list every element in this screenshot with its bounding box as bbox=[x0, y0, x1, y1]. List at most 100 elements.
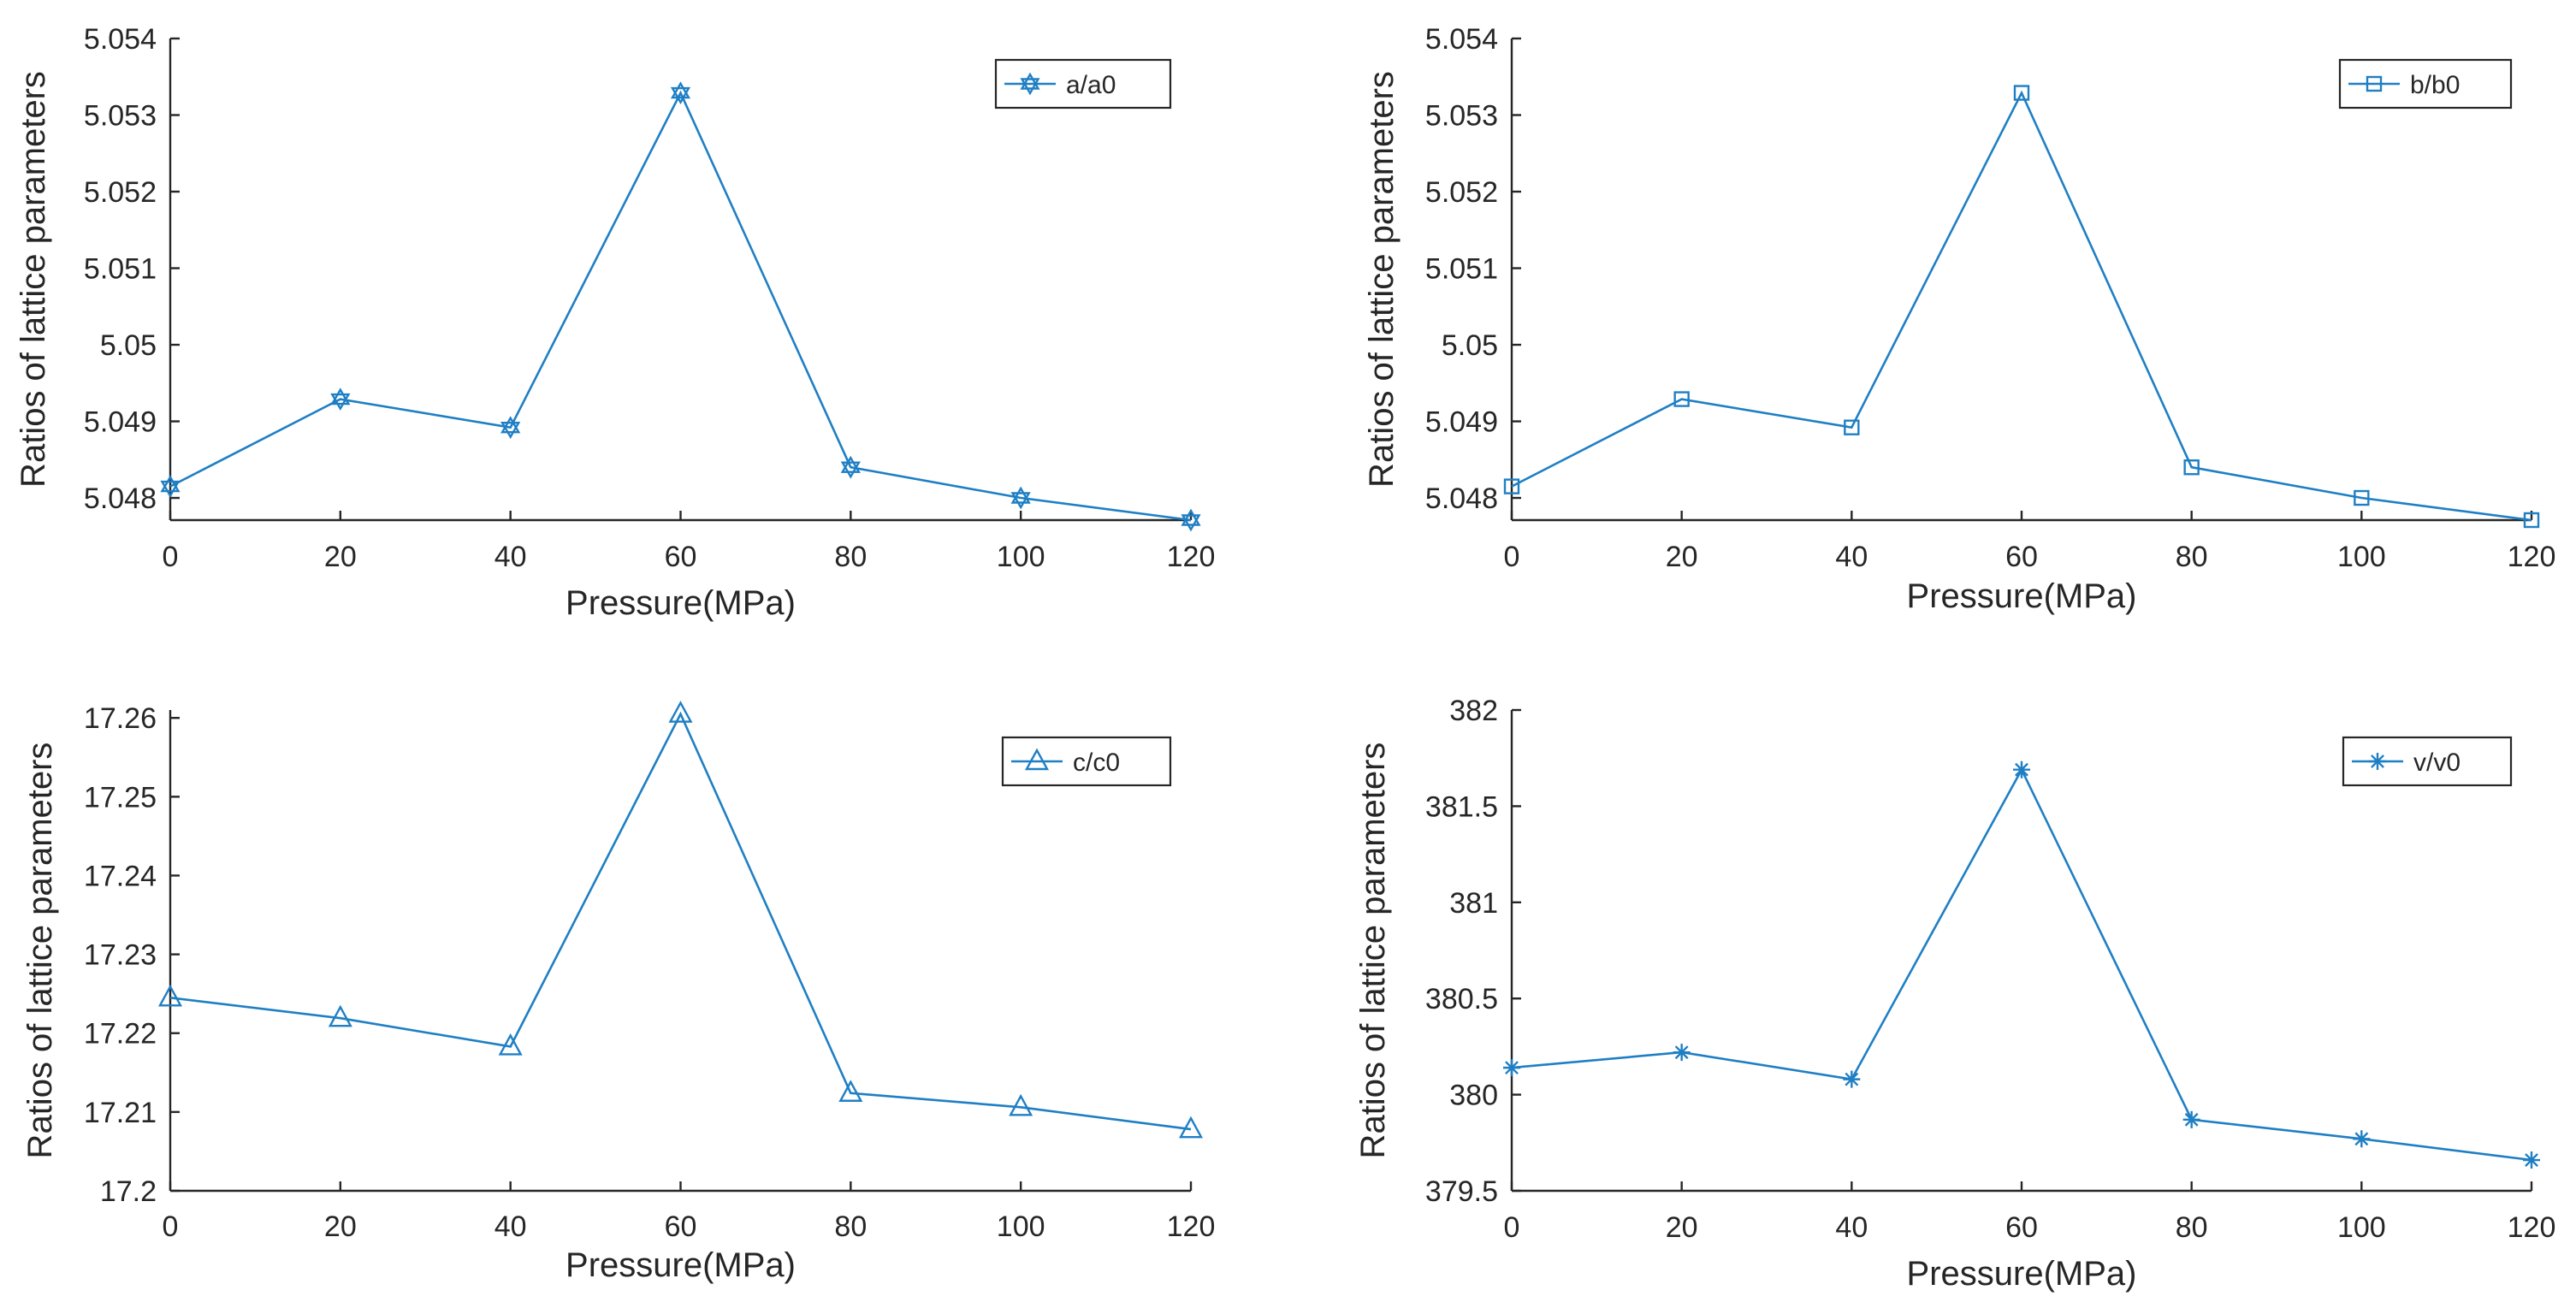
data-point bbox=[498, 1033, 523, 1056]
x-tick-label: 0 bbox=[163, 541, 179, 573]
legend-marker bbox=[1020, 72, 1040, 96]
x-tick-label: 80 bbox=[2176, 1211, 2208, 1244]
data-point bbox=[1844, 419, 1860, 435]
x-tick-label: 100 bbox=[997, 541, 1045, 573]
legend-marker bbox=[2366, 75, 2383, 92]
data-point bbox=[838, 1080, 863, 1102]
legend-marker bbox=[1024, 748, 1050, 771]
x-axis-title: Pressure(MPa) bbox=[566, 1246, 796, 1284]
legend-label: c/c0 bbox=[1073, 749, 1120, 777]
y-tick-label: 17.25 bbox=[84, 781, 157, 814]
y-tick-label: 5.054 bbox=[1425, 23, 1498, 56]
data-point bbox=[670, 81, 691, 105]
x-tick-label: 120 bbox=[1167, 1210, 1216, 1243]
data-point bbox=[2523, 1151, 2540, 1169]
x-tick-label: 60 bbox=[2005, 1211, 2038, 1244]
legend-marker bbox=[2369, 753, 2386, 770]
y-axis-title: Ratios of lattice parameters bbox=[1354, 743, 1392, 1159]
data-point bbox=[1673, 1044, 1691, 1062]
chart-panel-4: 0 20 40 60 80 100 120 379.5 380 380.5 381 381.5 382 P… bbox=[1354, 695, 2555, 1293]
x-tick-label: 120 bbox=[1167, 541, 1216, 573]
x-tick-label: 40 bbox=[1835, 541, 1868, 573]
data-point bbox=[1673, 391, 1690, 407]
y-tick-label: 382 bbox=[1449, 695, 1498, 727]
x-tick-label: 100 bbox=[2337, 541, 2386, 573]
x-axis-title: Pressure(MPa) bbox=[566, 584, 796, 622]
y-tick-label: 5.048 bbox=[84, 482, 157, 515]
y-tick-label: 381 bbox=[1449, 887, 1498, 920]
legend: a/a0 bbox=[994, 58, 1172, 109]
x-tick-label: 20 bbox=[1666, 541, 1698, 573]
y-tick-label: 5.049 bbox=[84, 406, 157, 439]
y-tick-label: 5.05 bbox=[1442, 329, 1498, 362]
y-axis-title: Ratios of lattice parameters bbox=[15, 71, 52, 488]
x-tick-label: 20 bbox=[1666, 1211, 1698, 1244]
x-tick-label: 60 bbox=[2005, 541, 2038, 573]
y-tick-label: 17.22 bbox=[84, 1018, 157, 1051]
y-tick-label: 379.5 bbox=[1425, 1175, 1498, 1208]
data-point bbox=[2013, 85, 2030, 101]
data-point bbox=[2183, 459, 2200, 476]
x-tick-label: 120 bbox=[2508, 1211, 2556, 1244]
data-point bbox=[2354, 489, 2370, 506]
data-point bbox=[500, 416, 521, 440]
legend: b/b0 bbox=[2338, 58, 2513, 109]
data-point bbox=[1178, 1116, 1204, 1139]
data-point bbox=[2013, 761, 2030, 778]
chart-panel-3: 0 20 40 60 80 100 120 17.2 17.21 17.22 17.23 17.24 1… bbox=[21, 701, 1216, 1284]
y-tick-label: 381.5 bbox=[1425, 790, 1498, 823]
x-tick-label: 120 bbox=[2508, 541, 2556, 573]
legend-label: a/a0 bbox=[1066, 71, 1116, 99]
y-tick-label: 5.054 bbox=[84, 23, 157, 56]
x-tick-label: 80 bbox=[2176, 541, 2208, 573]
x-tick-label: 60 bbox=[665, 1210, 697, 1243]
y-axis-title: Ratios of lattice parameters bbox=[1363, 71, 1401, 488]
x-tick-label: 60 bbox=[665, 541, 697, 573]
x-axis-title: Pressure(MPa) bbox=[1907, 577, 2137, 615]
x-tick-label: 20 bbox=[324, 1210, 357, 1243]
y-tick-label: 5.051 bbox=[84, 253, 157, 286]
x-tick-label: 0 bbox=[1504, 541, 1520, 573]
data-point bbox=[330, 388, 351, 411]
data-point bbox=[160, 475, 181, 499]
data-point bbox=[1010, 486, 1031, 510]
chart-panel-2: 0 20 40 60 80 100 120 5.048 5.049 5.05 5.051 5.052 5… bbox=[1363, 23, 2555, 615]
y-tick-label: 17.23 bbox=[84, 939, 157, 972]
x-tick-label: 80 bbox=[834, 1210, 867, 1243]
data-point bbox=[1503, 478, 1520, 494]
series-line bbox=[1511, 766, 2532, 1162]
data-point bbox=[1181, 508, 1201, 532]
x-tick-label: 100 bbox=[2337, 1211, 2386, 1244]
data-point bbox=[328, 1004, 352, 1027]
x-tick-label: 80 bbox=[834, 541, 867, 573]
y-tick-label: 5.052 bbox=[1425, 176, 1498, 209]
y-tick-label: 380.5 bbox=[1425, 983, 1498, 1015]
x-tick-label: 40 bbox=[494, 1210, 527, 1243]
series-line bbox=[1511, 90, 2532, 522]
y-tick-label: 380 bbox=[1449, 1080, 1498, 1112]
y-tick-label: 17.2 bbox=[100, 1175, 157, 1208]
y-tick-label: 17.24 bbox=[84, 860, 157, 892]
y-tick-label: 17.21 bbox=[84, 1097, 157, 1129]
x-tick-label: 40 bbox=[1835, 1211, 1868, 1244]
x-tick-label: 0 bbox=[1504, 1211, 1520, 1244]
data-point bbox=[840, 455, 861, 479]
x-tick-label: 0 bbox=[163, 1210, 179, 1243]
data-point bbox=[1009, 1093, 1033, 1116]
legend-label: b/b0 bbox=[2410, 71, 2460, 99]
x-axis-title: Pressure(MPa) bbox=[1907, 1255, 2137, 1293]
data-point bbox=[2523, 512, 2540, 529]
chart-panel-1: 0 20 40 60 80 100 120 5.048 5.049 5.05 5.051 5.052 5… bbox=[15, 23, 1215, 622]
y-tick-label: 5.051 bbox=[1425, 253, 1498, 286]
data-point bbox=[2182, 1110, 2200, 1128]
data-point bbox=[1843, 1070, 1861, 1088]
x-tick-label: 20 bbox=[324, 541, 357, 573]
y-tick-label: 17.26 bbox=[84, 702, 157, 735]
data-point bbox=[157, 984, 183, 1007]
x-tick-label: 100 bbox=[997, 1210, 1045, 1243]
data-point bbox=[2353, 1130, 2371, 1148]
legend: v/v0 bbox=[2342, 736, 2513, 787]
x-tick-label: 40 bbox=[494, 541, 527, 573]
legend-label: v/v0 bbox=[2413, 749, 2461, 777]
